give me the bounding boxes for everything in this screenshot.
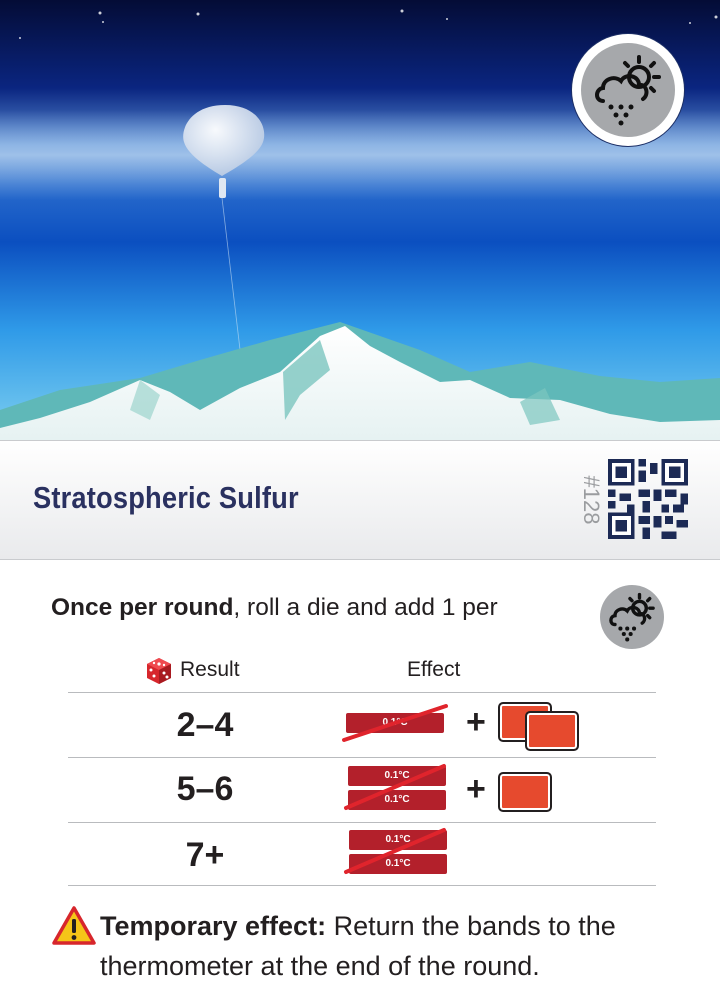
card-title: Stratospheric Sulfur xyxy=(33,480,299,515)
result-value: 7+ xyxy=(185,836,225,874)
table-divider xyxy=(68,885,656,886)
temperature-band: 0.1°C xyxy=(349,830,447,850)
temporary-effect-text: Temporary effect: Return the bands to th… xyxy=(100,906,680,986)
weather-cloud-sun-icon xyxy=(581,43,675,137)
result-column-header: Result xyxy=(180,658,240,681)
temporary-effect-label: Temporary effect: xyxy=(100,911,327,941)
cross-out-slash-icon xyxy=(342,704,448,742)
result-value: 2–4 xyxy=(176,706,234,744)
cross-out-slash-icon xyxy=(344,828,446,874)
temporary-effect-description: Return the bands to the thermometer at t… xyxy=(100,911,616,981)
table-divider xyxy=(68,757,656,758)
table-divider xyxy=(68,692,656,693)
table-divider xyxy=(68,822,656,823)
card-number: #128 xyxy=(579,475,604,525)
qr-code-icon xyxy=(608,459,688,539)
warning-icon xyxy=(52,906,96,945)
red-die-icon xyxy=(147,658,171,684)
rule-intro: Once per round, roll a die and add 1 per xyxy=(51,594,498,622)
rule-intro-text: , roll a die and add 1 per xyxy=(233,594,498,621)
plus-sign: + xyxy=(466,770,486,808)
event-chip xyxy=(525,711,579,751)
weather-badge xyxy=(572,34,684,146)
plus-sign: + xyxy=(466,703,486,741)
event-chip xyxy=(498,772,552,812)
rule-intro-bold: Once per round xyxy=(51,594,234,621)
result-value: 5–6 xyxy=(176,770,234,808)
title-bar xyxy=(0,440,720,560)
effect-column-header: Effect xyxy=(407,658,461,681)
weather-cloud-sun-icon xyxy=(600,585,664,649)
temperature-band: 0.1°C xyxy=(348,766,446,786)
cross-out-slash-icon xyxy=(344,764,446,810)
